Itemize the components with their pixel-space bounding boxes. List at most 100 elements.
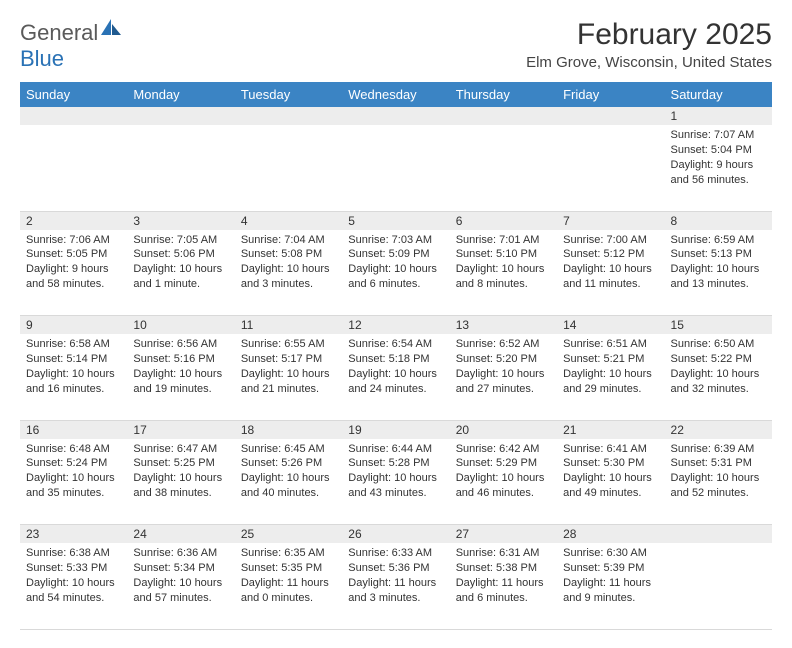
day-content: Sunrise: 6:47 AMSunset: 5:25 PMDaylight:… <box>127 439 234 507</box>
day-number-cell: 22 <box>665 420 772 439</box>
day-number: 5 <box>342 212 449 230</box>
day-number-cell: 27 <box>450 525 557 544</box>
sunrise-text: Sunrise: 6:39 AM <box>671 442 766 457</box>
day-content: Sunrise: 6:38 AMSunset: 5:33 PMDaylight:… <box>20 543 127 611</box>
week-content-row: Sunrise: 7:07 AMSunset: 5:04 PMDaylight:… <box>20 125 772 211</box>
daylight-text: Daylight: 11 hours and 9 minutes. <box>563 576 658 606</box>
daylight-text: Daylight: 10 hours and 49 minutes. <box>563 471 658 501</box>
weekday-header-row: Sunday Monday Tuesday Wednesday Thursday… <box>20 82 772 107</box>
day-number: 1 <box>665 107 772 125</box>
day-cell: Sunrise: 6:30 AMSunset: 5:39 PMDaylight:… <box>557 543 664 629</box>
day-number <box>20 107 127 125</box>
day-cell: Sunrise: 7:05 AMSunset: 5:06 PMDaylight:… <box>127 230 234 316</box>
day-number: 11 <box>235 316 342 334</box>
calendar-page: General Blue February 2025 Elm Grove, Wi… <box>0 0 792 648</box>
day-content: Sunrise: 6:36 AMSunset: 5:34 PMDaylight:… <box>127 543 234 611</box>
sunset-text: Sunset: 5:33 PM <box>26 561 121 576</box>
sunset-text: Sunset: 5:04 PM <box>671 143 766 158</box>
day-number <box>127 107 234 125</box>
sunset-text: Sunset: 5:34 PM <box>133 561 228 576</box>
day-content: Sunrise: 6:42 AMSunset: 5:29 PMDaylight:… <box>450 439 557 507</box>
day-content: Sunrise: 7:06 AMSunset: 5:05 PMDaylight:… <box>20 230 127 298</box>
day-content <box>665 543 772 552</box>
day-content: Sunrise: 6:54 AMSunset: 5:18 PMDaylight:… <box>342 334 449 402</box>
sunrise-text: Sunrise: 6:38 AM <box>26 546 121 561</box>
daylight-text: Daylight: 9 hours and 58 minutes. <box>26 262 121 292</box>
day-cell: Sunrise: 6:47 AMSunset: 5:25 PMDaylight:… <box>127 439 234 525</box>
day-cell <box>557 125 664 211</box>
day-content: Sunrise: 7:05 AMSunset: 5:06 PMDaylight:… <box>127 230 234 298</box>
sunset-text: Sunset: 5:28 PM <box>348 456 443 471</box>
day-content: Sunrise: 6:31 AMSunset: 5:38 PMDaylight:… <box>450 543 557 611</box>
day-content: Sunrise: 6:55 AMSunset: 5:17 PMDaylight:… <box>235 334 342 402</box>
daylight-text: Daylight: 10 hours and 1 minute. <box>133 262 228 292</box>
daylight-text: Daylight: 10 hours and 46 minutes. <box>456 471 551 501</box>
sunset-text: Sunset: 5:29 PM <box>456 456 551 471</box>
day-cell: Sunrise: 6:39 AMSunset: 5:31 PMDaylight:… <box>665 439 772 525</box>
day-content: Sunrise: 7:00 AMSunset: 5:12 PMDaylight:… <box>557 230 664 298</box>
sunrise-text: Sunrise: 6:35 AM <box>241 546 336 561</box>
sunrise-text: Sunrise: 6:48 AM <box>26 442 121 457</box>
sunrise-text: Sunrise: 7:07 AM <box>671 128 766 143</box>
day-number: 25 <box>235 525 342 543</box>
day-content: Sunrise: 6:51 AMSunset: 5:21 PMDaylight:… <box>557 334 664 402</box>
day-number-cell: 7 <box>557 211 664 230</box>
sunset-text: Sunset: 5:06 PM <box>133 247 228 262</box>
sail-icon <box>100 18 122 36</box>
day-number: 14 <box>557 316 664 334</box>
weekday-header: Sunday <box>20 82 127 107</box>
day-number <box>342 107 449 125</box>
day-cell <box>450 125 557 211</box>
daylight-text: Daylight: 10 hours and 57 minutes. <box>133 576 228 606</box>
day-number-cell: 5 <box>342 211 449 230</box>
day-number-cell: 28 <box>557 525 664 544</box>
day-number: 28 <box>557 525 664 543</box>
sunrise-text: Sunrise: 6:51 AM <box>563 337 658 352</box>
logo-text: General Blue <box>20 18 122 72</box>
day-content <box>127 125 234 134</box>
day-cell: Sunrise: 6:56 AMSunset: 5:16 PMDaylight:… <box>127 334 234 420</box>
day-content: Sunrise: 6:44 AMSunset: 5:28 PMDaylight:… <box>342 439 449 507</box>
day-cell: Sunrise: 6:48 AMSunset: 5:24 PMDaylight:… <box>20 439 127 525</box>
sunrise-text: Sunrise: 6:42 AM <box>456 442 551 457</box>
week-number-row: 2345678 <box>20 211 772 230</box>
day-number <box>557 107 664 125</box>
title-block: February 2025 Elm Grove, Wisconsin, Unit… <box>526 18 772 71</box>
sunset-text: Sunset: 5:30 PM <box>563 456 658 471</box>
sunrise-text: Sunrise: 6:56 AM <box>133 337 228 352</box>
sunset-text: Sunset: 5:08 PM <box>241 247 336 262</box>
day-cell: Sunrise: 6:38 AMSunset: 5:33 PMDaylight:… <box>20 543 127 629</box>
day-content: Sunrise: 6:39 AMSunset: 5:31 PMDaylight:… <box>665 439 772 507</box>
sunrise-text: Sunrise: 6:33 AM <box>348 546 443 561</box>
day-number-cell <box>235 107 342 125</box>
day-number: 26 <box>342 525 449 543</box>
sunrise-text: Sunrise: 6:50 AM <box>671 337 766 352</box>
day-number: 23 <box>20 525 127 543</box>
day-number-cell <box>557 107 664 125</box>
sunset-text: Sunset: 5:36 PM <box>348 561 443 576</box>
daylight-text: Daylight: 10 hours and 52 minutes. <box>671 471 766 501</box>
logo-word-blue: Blue <box>20 46 64 71</box>
sunrise-text: Sunrise: 6:54 AM <box>348 337 443 352</box>
daylight-text: Daylight: 10 hours and 54 minutes. <box>26 576 121 606</box>
daylight-text: Daylight: 10 hours and 21 minutes. <box>241 367 336 397</box>
sunrise-text: Sunrise: 6:59 AM <box>671 233 766 248</box>
day-content: Sunrise: 6:35 AMSunset: 5:35 PMDaylight:… <box>235 543 342 611</box>
daylight-text: Daylight: 11 hours and 6 minutes. <box>456 576 551 606</box>
day-number: 4 <box>235 212 342 230</box>
day-number <box>235 107 342 125</box>
day-cell <box>665 543 772 629</box>
sunset-text: Sunset: 5:17 PM <box>241 352 336 367</box>
day-content <box>342 125 449 134</box>
daylight-text: Daylight: 9 hours and 56 minutes. <box>671 158 766 188</box>
daylight-text: Daylight: 10 hours and 43 minutes. <box>348 471 443 501</box>
month-title: February 2025 <box>526 18 772 52</box>
day-number-cell: 20 <box>450 420 557 439</box>
sunrise-text: Sunrise: 6:31 AM <box>456 546 551 561</box>
day-cell: Sunrise: 6:42 AMSunset: 5:29 PMDaylight:… <box>450 439 557 525</box>
sunset-text: Sunset: 5:18 PM <box>348 352 443 367</box>
day-number: 21 <box>557 421 664 439</box>
daylight-text: Daylight: 10 hours and 3 minutes. <box>241 262 336 292</box>
day-number-cell: 8 <box>665 211 772 230</box>
day-cell: Sunrise: 6:45 AMSunset: 5:26 PMDaylight:… <box>235 439 342 525</box>
